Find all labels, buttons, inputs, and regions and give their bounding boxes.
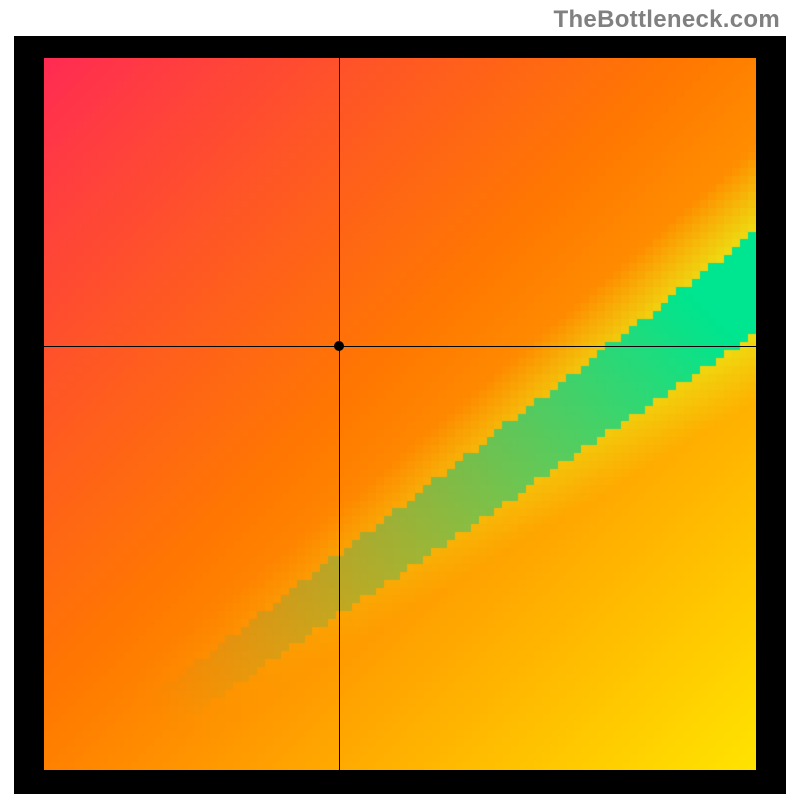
stage: TheBottleneck.com [0,0,800,800]
heatmap-plot [44,58,756,770]
marker-dot [334,341,344,351]
crosshair-horizontal [44,346,756,347]
crosshair-vertical [339,58,340,770]
watermark-text: TheBottleneck.com [554,6,780,34]
heatmap-canvas [44,58,756,770]
